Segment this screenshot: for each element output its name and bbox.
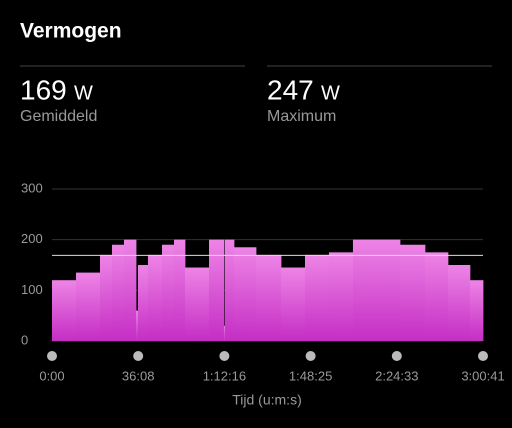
power-step — [174, 239, 186, 341]
stat-label: Gemiddeld — [20, 108, 97, 125]
power-step — [208, 239, 225, 341]
power-step — [99, 254, 113, 341]
power-step — [123, 239, 137, 341]
x-tick-label: 1:48:25 — [289, 368, 332, 383]
x-tick-dot — [133, 351, 144, 361]
power-step — [147, 254, 163, 341]
power-step — [469, 280, 484, 341]
y-tick-label: 200 — [21, 231, 43, 246]
y-tick-label: 300 — [21, 180, 43, 195]
x-tick-dot — [219, 351, 230, 361]
x-tick-label: 36:08 — [122, 368, 155, 383]
power-step — [52, 280, 77, 341]
power-step — [223, 325, 226, 341]
power-step — [328, 252, 354, 341]
power-step — [233, 247, 257, 341]
x-tick-label: 2:24:33 — [375, 368, 418, 383]
x-tick-dot — [305, 351, 316, 361]
power-step — [352, 239, 401, 341]
stat-label: Maximum — [267, 108, 336, 125]
x-tick-dot — [478, 351, 488, 361]
x-tick-dot — [391, 351, 402, 361]
stat-unit: W — [74, 82, 93, 104]
x-tick-dot — [47, 351, 57, 361]
power-step — [76, 272, 101, 341]
power-step — [304, 254, 330, 341]
power-step — [137, 265, 149, 341]
power-step — [399, 244, 426, 341]
x-tick-label: 1:12:16 — [203, 368, 246, 383]
y-tick-label: 0 — [21, 332, 28, 347]
y-tick-label: 100 — [21, 282, 43, 297]
power-step — [111, 244, 125, 341]
power-step — [162, 244, 175, 341]
stat-value: 169 — [20, 74, 67, 105]
power-step — [424, 252, 449, 341]
stat-value: 247 — [267, 74, 314, 105]
stat-unit: W — [321, 82, 340, 104]
power-step — [280, 267, 306, 341]
power-step — [136, 310, 139, 341]
power-step — [255, 254, 282, 341]
power-step — [184, 267, 210, 341]
x-tick-label: 3:00:41 — [461, 368, 504, 383]
x-axis-label: Tijd (u:m:s) — [232, 392, 301, 408]
power-step — [447, 265, 471, 341]
x-tick-label: 0:00 — [39, 368, 64, 383]
title: Vermogen — [20, 20, 122, 43]
power-step — [224, 239, 235, 341]
